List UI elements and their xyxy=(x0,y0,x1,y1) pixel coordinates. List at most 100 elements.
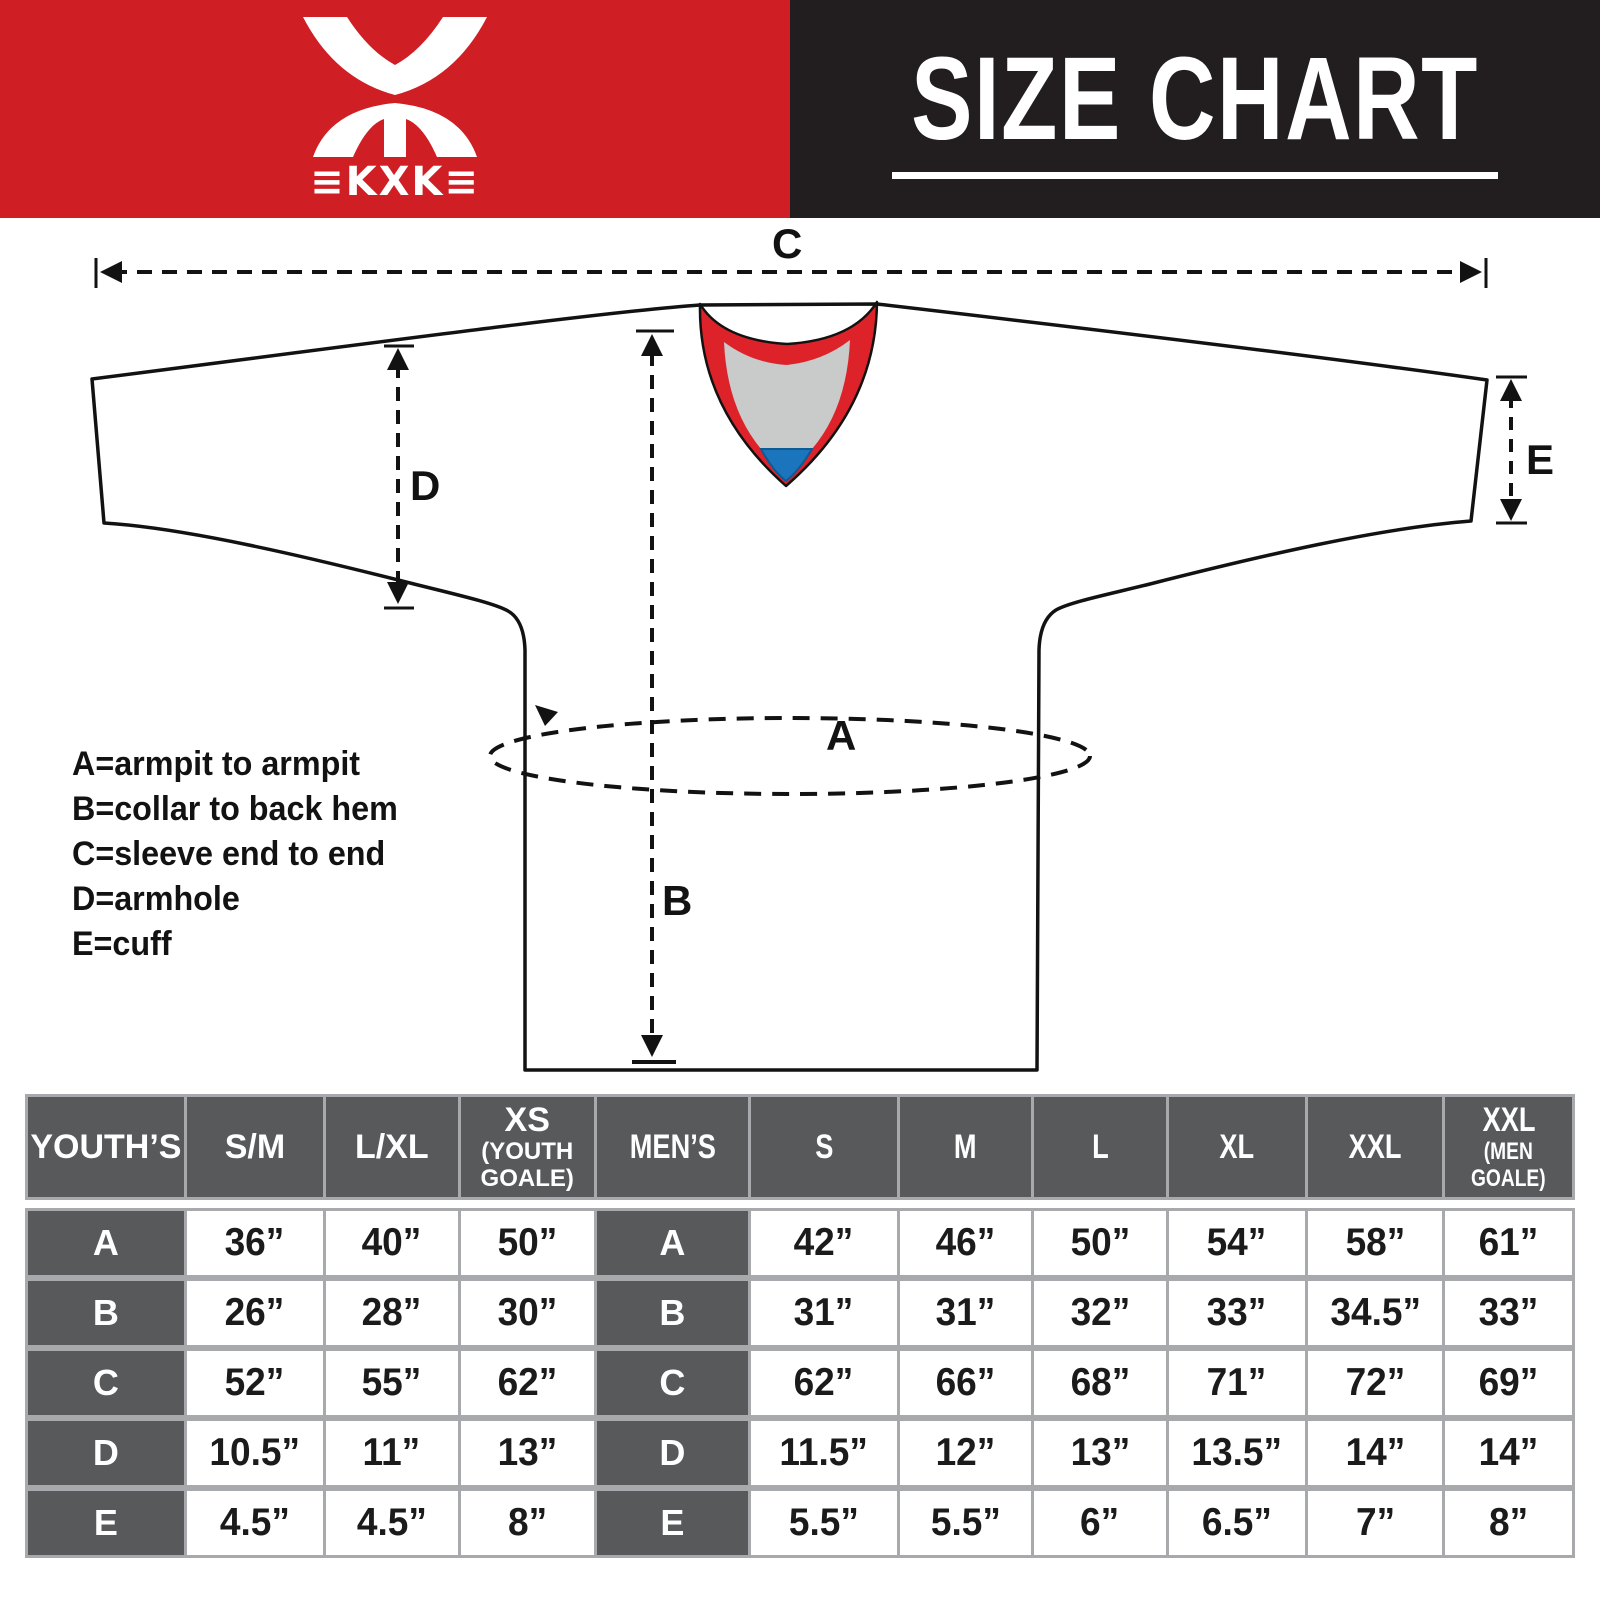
legend-item: A=armpit to armpit xyxy=(72,745,361,783)
size-value-cell: 50” xyxy=(460,1211,594,1275)
legend-item: B=collar to back hem xyxy=(72,790,398,828)
size-value-cell: 6” xyxy=(1034,1491,1166,1555)
size-value-cell: 5.5” xyxy=(899,1491,1032,1555)
header-sublabel: (YOUTH GOALE) xyxy=(480,1138,574,1192)
row-label-cell: A xyxy=(28,1211,184,1275)
jersey-outline xyxy=(90,302,1489,1072)
arrowhead-e-bottom xyxy=(1500,499,1522,521)
header-size-xxl: XXL xyxy=(1308,1097,1443,1197)
header-label: XS xyxy=(504,1101,550,1139)
header-label: XL xyxy=(1219,1128,1255,1166)
measure-b-arrow xyxy=(632,329,676,1064)
size-value-cell: 72” xyxy=(1308,1351,1443,1415)
size-value-cell: 52” xyxy=(186,1351,324,1415)
size-value-cell: 71” xyxy=(1168,1351,1306,1415)
size-value-cell: 62” xyxy=(750,1351,897,1415)
size-value-cell: 31” xyxy=(899,1281,1032,1345)
size-value-cell: 36” xyxy=(186,1211,324,1275)
row-label-cell: B xyxy=(596,1281,748,1345)
header-size-s/m: S/M xyxy=(186,1097,324,1197)
top-banner: ≡KXK≡ SIZE CHART xyxy=(0,0,1600,218)
row-label-cell: E xyxy=(596,1491,748,1555)
size-value-cell: 31” xyxy=(750,1281,897,1345)
arrowhead-b-bottom xyxy=(641,1035,663,1057)
size-value-cell: 4.5” xyxy=(186,1491,324,1555)
size-value-cell: 7” xyxy=(1308,1491,1443,1555)
legend-item: E=cuff xyxy=(72,925,172,963)
collar-insert-blue xyxy=(759,448,814,483)
size-value-cell: 10.5” xyxy=(186,1421,324,1485)
size-value-cell: 40” xyxy=(326,1211,458,1275)
legend-item: C=sleeve end to end xyxy=(72,835,386,873)
measure-a-ellipse xyxy=(488,716,1092,796)
size-value-cell: 5.5” xyxy=(750,1491,897,1555)
header-label: L xyxy=(1091,1128,1109,1166)
arrowhead-d-bottom xyxy=(387,582,409,604)
measure-e-arrow xyxy=(1496,375,1527,525)
size-value-cell: 4.5” xyxy=(326,1491,458,1555)
kxk-logo-text: ≡KXK≡ xyxy=(310,159,480,205)
header-size-l: L xyxy=(1034,1097,1166,1197)
header-size-l/xl: L/XL xyxy=(326,1097,458,1197)
row-label-cell: D xyxy=(28,1421,184,1485)
header-label: L/XL xyxy=(354,1128,429,1166)
collar-inner-gray xyxy=(724,340,850,449)
row-label-cell: D xyxy=(596,1421,748,1485)
size-value-cell: 33” xyxy=(1168,1281,1306,1345)
size-value-cell: 42” xyxy=(750,1211,897,1275)
size-value-cell: 32” xyxy=(1034,1281,1166,1345)
header-size-m: M xyxy=(899,1097,1032,1197)
size-value-cell: 46” xyxy=(899,1211,1032,1275)
arrowhead-e-top xyxy=(1500,379,1522,401)
measure-c-arrow xyxy=(94,258,1488,288)
size-value-cell: 14” xyxy=(1308,1421,1443,1485)
size-value-cell: 8” xyxy=(1445,1491,1572,1555)
size-value-cell: 58” xyxy=(1308,1211,1443,1275)
size-value-cell: 12” xyxy=(899,1421,1032,1485)
measure-label-e: E xyxy=(1526,436,1554,483)
header-label: YOUTH’S xyxy=(30,1128,182,1166)
size-value-cell: 13” xyxy=(1034,1421,1166,1485)
row-label-cell: E xyxy=(28,1491,184,1555)
size-value-cell: 14” xyxy=(1445,1421,1572,1485)
size-value-cell: 50” xyxy=(1034,1211,1166,1275)
header-label: XXL xyxy=(1482,1101,1536,1139)
arrowhead-d-top xyxy=(387,348,409,370)
size-value-cell: 62” xyxy=(460,1351,594,1415)
arrowhead-c-left xyxy=(100,261,122,283)
table-header-gap xyxy=(25,1200,1575,1208)
size-table-header-row: YOUTH’S S/M L/XL XS (YOUTH GOALE) MEN’S S M L XL X… xyxy=(25,1094,1575,1200)
size-value-cell: 26” xyxy=(186,1281,324,1345)
arrowhead-c-right xyxy=(1460,261,1482,283)
size-table-body: A 36” 40” 50” A 42” 46” 50” 54” 58” 61” B 26” 28” 30” B… xyxy=(25,1208,1575,1558)
size-value-cell: 6.5” xyxy=(1168,1491,1306,1555)
header-size-xxl: XXL (MEN GOALE) xyxy=(1445,1097,1572,1197)
measure-d-arrow xyxy=(384,344,414,610)
measure-label-b: B xyxy=(662,877,692,924)
size-value-cell: 69” xyxy=(1445,1351,1572,1415)
size-value-cell: 61” xyxy=(1445,1211,1572,1275)
row-label-cell: B xyxy=(28,1281,184,1345)
header-mens: MEN’S xyxy=(596,1097,748,1197)
header-size-xl: XL xyxy=(1168,1097,1306,1197)
header-label: XXL xyxy=(1348,1128,1402,1166)
size-value-cell: 30” xyxy=(460,1281,594,1345)
header-size-xs: XS (YOUTH GOALE) xyxy=(460,1097,594,1197)
size-value-cell: 28” xyxy=(326,1281,458,1345)
row-label-cell: C xyxy=(28,1351,184,1415)
size-value-cell: 33” xyxy=(1445,1281,1572,1345)
measure-label-c: C xyxy=(772,220,802,267)
size-value-cell: 13.5” xyxy=(1168,1421,1306,1485)
header-label: S/M xyxy=(224,1128,286,1166)
measurement-legend: A=armpit to armpit B=collar to back hem C=… xyxy=(72,742,415,967)
size-value-cell: 11” xyxy=(326,1421,458,1485)
legend-item: D=armhole xyxy=(72,880,240,918)
size-value-cell: 55” xyxy=(326,1351,458,1415)
arrowhead-b-top xyxy=(641,334,663,356)
size-value-cell: 66” xyxy=(899,1351,1032,1415)
header-label: M xyxy=(954,1128,977,1166)
size-value-cell: 13” xyxy=(460,1421,594,1485)
header-sublabel: (MEN GOALE) xyxy=(1471,1138,1547,1192)
measure-label-a: A xyxy=(826,712,856,759)
